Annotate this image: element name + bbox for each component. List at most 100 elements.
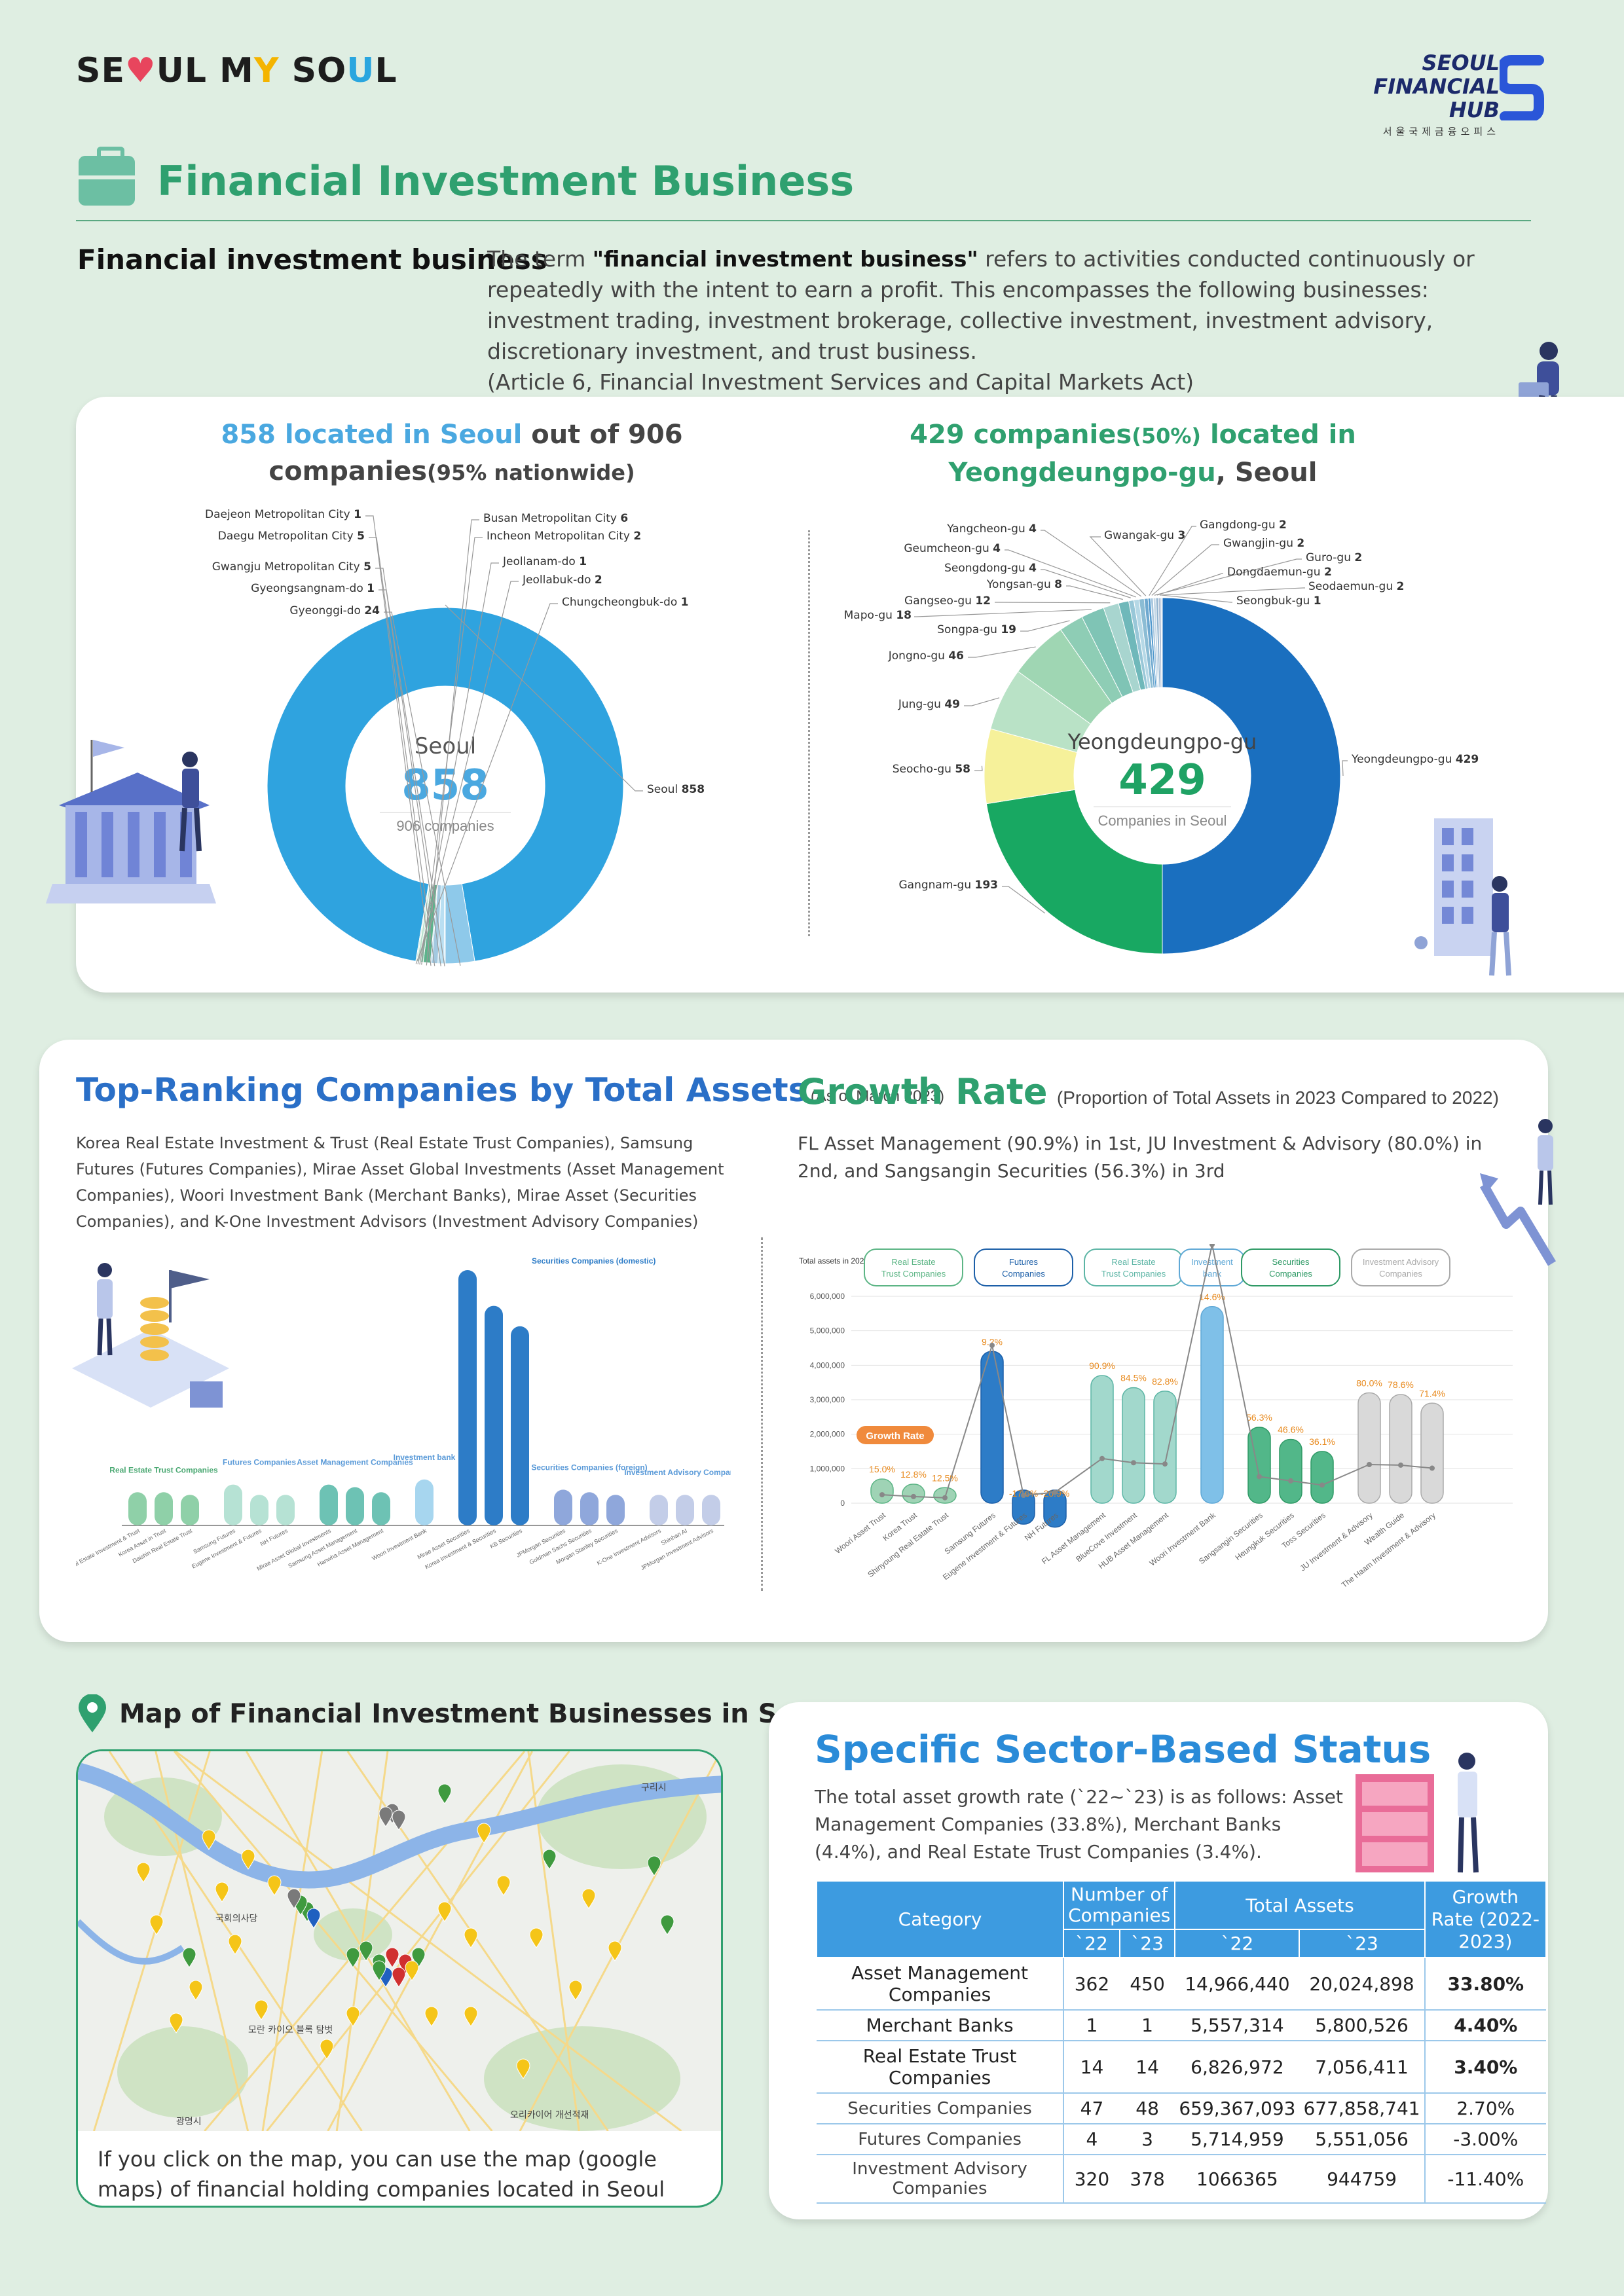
donut-label: Busan Metropolitan City 6 bbox=[483, 512, 628, 525]
growth-bar bbox=[1280, 1440, 1302, 1503]
donut-label: Dongdaemun-gu 2 bbox=[1227, 566, 1332, 579]
donut-label: Seongbuk-gu 1 bbox=[1236, 594, 1321, 608]
growth-cell: -3.00% bbox=[1425, 2124, 1546, 2155]
map-place-label: 구리시 bbox=[641, 1783, 667, 1793]
seoul-map[interactable]: 구리시광명시 국회의사당오리카이어 개선적재 모란 카이오 블록 탐벗 bbox=[78, 1751, 723, 2131]
rank-bar bbox=[372, 1492, 390, 1525]
growth-x-label: Samsung Futures bbox=[943, 1510, 997, 1556]
growth-trend-point bbox=[1367, 1462, 1372, 1467]
growth-group-header bbox=[974, 1249, 1073, 1286]
category-cell: Merchant Banks bbox=[817, 2010, 1063, 2041]
growth-rate-chart: Total assets in 2023 6,000,000 5,000,000 4,… bbox=[786, 1244, 1526, 1597]
th-assets: Total Assets bbox=[1175, 1881, 1424, 1929]
sector-table: Category Number of Companies Total Asset… bbox=[816, 1880, 1547, 2204]
logo-line-1: SEOUL bbox=[1369, 51, 1500, 75]
donut-label-value: 24 bbox=[364, 604, 380, 617]
donut-label: Incheon Metropolitan City 2 bbox=[487, 530, 641, 543]
growth-trend-point bbox=[1288, 1478, 1293, 1484]
donut-label-name: Seoul bbox=[647, 783, 682, 796]
right-title-line2-highlight: Yeongdeungpo-gu bbox=[949, 458, 1216, 488]
donut-label-value: 1 bbox=[354, 508, 361, 521]
assets-22-cell: 6,826,972 bbox=[1175, 2041, 1299, 2093]
donut-label: Songpa-gu 19 bbox=[937, 623, 1016, 636]
growth-group-label: Trust Companies bbox=[881, 1269, 946, 1279]
right-title-highlight: 429 companies bbox=[910, 420, 1132, 450]
intro-term: "financial investment business" bbox=[593, 246, 978, 272]
growth-trend-point bbox=[1131, 1460, 1136, 1465]
donut-label: Seoul 858 bbox=[647, 783, 705, 796]
count-22-cell: 1 bbox=[1063, 2010, 1120, 2041]
category-cell: Futures Companies bbox=[817, 2124, 1063, 2155]
rank-group-label: Investment bank bbox=[394, 1453, 456, 1462]
donut-divider bbox=[808, 530, 810, 936]
sector-row: Merchant Banks 1 1 5,557,314 5,800,526 4.40% bbox=[817, 2010, 1546, 2041]
left-title-rest: out of 906 bbox=[522, 420, 682, 450]
donut-label: Guro-gu 2 bbox=[1306, 551, 1362, 564]
growth-value-label: 15.0% bbox=[869, 1464, 895, 1474]
rank-bar bbox=[458, 1270, 477, 1525]
donut-label-value: 858 bbox=[682, 783, 705, 796]
donut-label-value: 12 bbox=[975, 594, 991, 608]
left-donut-center: Seoul 858 906 companies bbox=[380, 733, 511, 835]
category-cell: Real Estate Trust Companies bbox=[817, 2041, 1063, 2093]
rank-bar bbox=[511, 1326, 529, 1525]
growth-trend-point bbox=[1021, 1493, 1026, 1498]
y-axis-title: Total assets in 2023 bbox=[799, 1256, 868, 1266]
growth-bar bbox=[1154, 1391, 1176, 1503]
growth-group-label: Futures bbox=[1009, 1257, 1039, 1267]
rank-bar-label: NH Futures bbox=[259, 1527, 289, 1548]
count-23-cell: 14 bbox=[1120, 2041, 1175, 2093]
sector-title: Specific Sector-Based Status bbox=[815, 1727, 1431, 1772]
donut-label-name: Seongdong-gu bbox=[944, 562, 1029, 575]
growth-bar bbox=[902, 1484, 925, 1503]
map-card: 구리시 광명시 국회의사당 오리카이어 개선적재 모란 카이오 블록 탐벗 If you… bbox=[76, 1749, 723, 2208]
th-assets-22: `22 bbox=[1175, 1929, 1299, 1958]
rank-bar bbox=[702, 1495, 720, 1525]
growth-trend-point bbox=[989, 1343, 995, 1348]
donut-label-name: Seongbuk-gu bbox=[1236, 594, 1314, 608]
donut-label: Yangcheon-gu 4 bbox=[947, 522, 1037, 536]
rank-bar bbox=[650, 1495, 668, 1525]
map-park-area bbox=[117, 2026, 248, 2118]
sector-description: The total asset growth rate (`22~`23) is… bbox=[815, 1783, 1352, 1866]
assets-22-cell: 1066365 bbox=[1175, 2155, 1299, 2203]
intro-text: The term "financial investment business"… bbox=[487, 244, 1548, 397]
donut-label-value: 1 bbox=[1314, 594, 1321, 608]
growth-trend-point bbox=[1162, 1461, 1168, 1467]
donut-label-value: 8 bbox=[1054, 578, 1062, 591]
right-donut-center: Yeongdeungpo-gu 429 Companies in Seoul bbox=[1061, 729, 1264, 829]
donut-label-name: Yongsan-gu bbox=[987, 578, 1054, 591]
right-title-rest: located in bbox=[1201, 420, 1356, 450]
right-donut-title: 429 companies(50%) located in Yeongdeung… bbox=[864, 416, 1401, 491]
growth-bar bbox=[1122, 1388, 1145, 1503]
growth-bar bbox=[1091, 1376, 1113, 1503]
briefcase-icon bbox=[79, 156, 135, 206]
th-num-23: `23 bbox=[1120, 1929, 1175, 1958]
donut-label: Gangseo-gu 12 bbox=[904, 594, 991, 608]
th-category: Category bbox=[817, 1881, 1063, 1958]
growth-group-header bbox=[1242, 1249, 1340, 1286]
page-title: Financial Investment Business bbox=[157, 157, 854, 205]
donut-label-name: Dongdaemun-gu bbox=[1227, 566, 1324, 579]
map-heading: Map of Financial Investment Businesses i… bbox=[76, 1694, 840, 1734]
donut-label: Jongno-gu 46 bbox=[889, 649, 964, 663]
growth-value-label: 84.5% bbox=[1120, 1373, 1147, 1383]
growth-x-label: Heungkuk Securities bbox=[1233, 1510, 1295, 1562]
donut-label: Chungcheongbuk-do 1 bbox=[562, 596, 689, 609]
rank-bar bbox=[250, 1495, 268, 1525]
growth-trend-point bbox=[1257, 1474, 1262, 1479]
growth-legend-text: Growth Rate bbox=[866, 1430, 924, 1442]
donut-label-name: Daegu Metropolitan City bbox=[218, 530, 357, 543]
growth-description: FL Asset Management (90.9%) in 1st, JU I… bbox=[798, 1130, 1485, 1185]
donut-label-name: Jeollabuk-do bbox=[523, 574, 595, 587]
growth-cell: -11.40% bbox=[1425, 2155, 1546, 2203]
donut-label: Yongsan-gu 8 bbox=[987, 578, 1062, 591]
donut-label-name: Jongno-gu bbox=[889, 649, 949, 663]
donut-label-name: Chungcheongbuk-do bbox=[562, 596, 681, 609]
rank-group-label: Real Estate Trust Companies bbox=[109, 1465, 218, 1474]
y-tick-label: 2,000,000 bbox=[810, 1430, 845, 1439]
assets-divider bbox=[761, 1237, 763, 1591]
growth-value-label: 12.8% bbox=[900, 1469, 927, 1480]
th-assets-23: `23 bbox=[1299, 1929, 1424, 1958]
right-title-small: (50%) bbox=[1132, 424, 1201, 448]
